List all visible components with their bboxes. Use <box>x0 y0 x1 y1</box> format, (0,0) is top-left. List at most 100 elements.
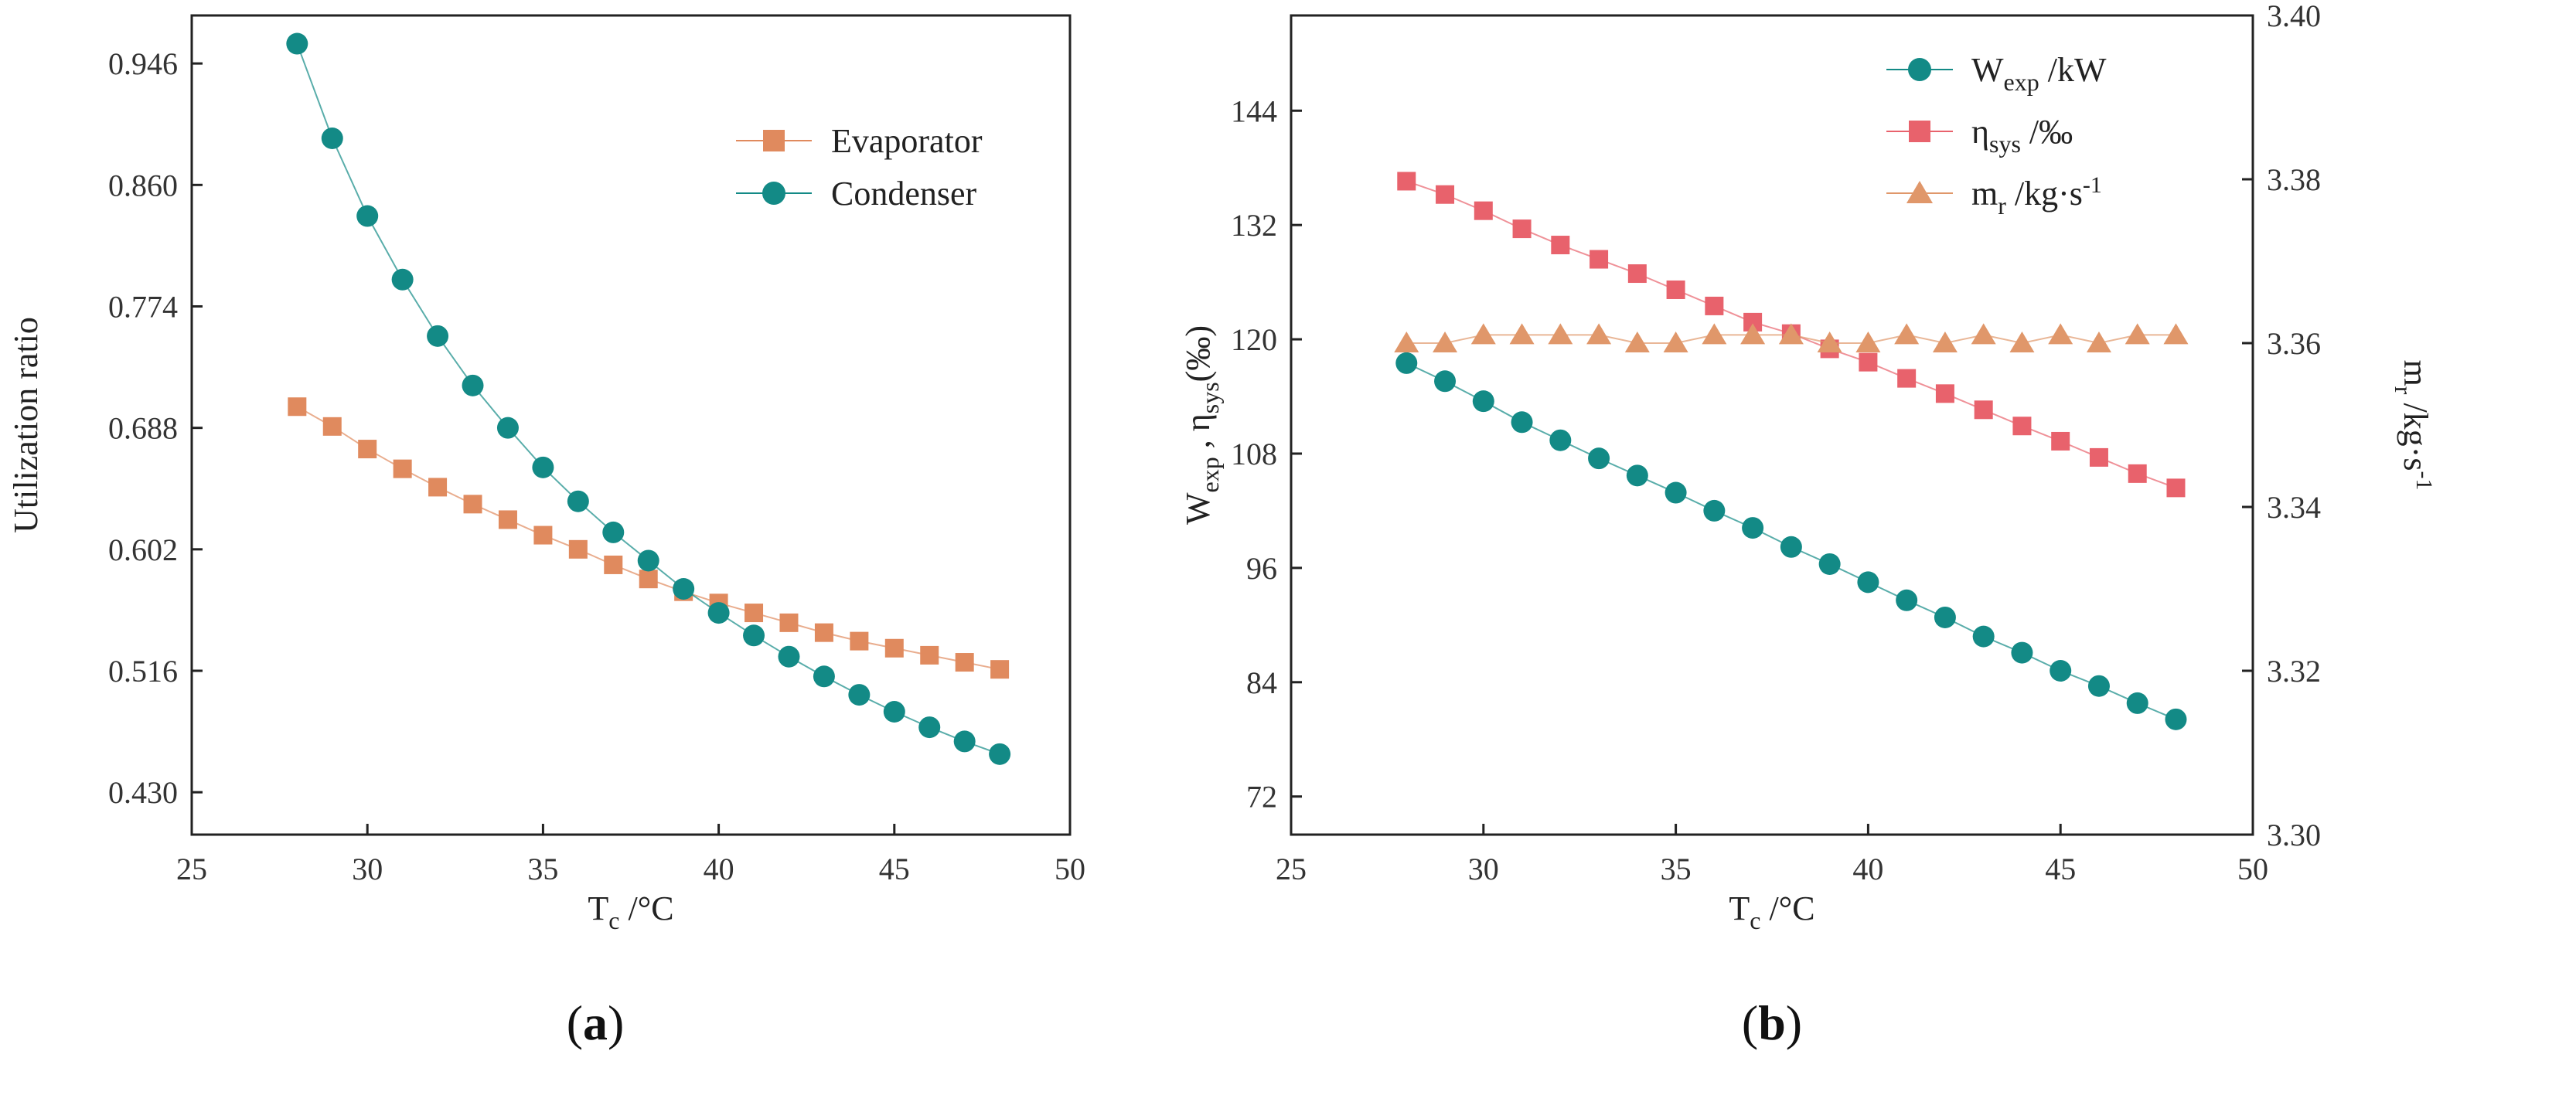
data-point-wexp <box>2126 692 2148 714</box>
legend-mr-label: mr /kg·s-1 <box>1971 172 2102 219</box>
data-point-condenser <box>637 549 659 572</box>
panel-a-plot-frame <box>190 14 1072 836</box>
data-point-evaporator <box>358 440 377 459</box>
y-tick-label: 0.516 <box>108 654 178 689</box>
data-point-evaporator <box>779 613 799 632</box>
data-point-wexp <box>1434 370 1457 393</box>
data-point-evaporator <box>639 570 658 589</box>
data-point-evaporator <box>814 623 833 642</box>
data-point-evaporator <box>884 638 904 658</box>
data-point-wexp <box>1972 625 1995 648</box>
left-y-tick-label: 72 <box>1246 780 1277 815</box>
data-point-evaporator <box>850 631 869 651</box>
legend-evaporator-label: Evaporator <box>831 122 983 160</box>
data-point-condenser <box>462 374 484 396</box>
x-tick-label: 40 <box>704 852 734 886</box>
panel-a-caption: (a) <box>567 995 625 1050</box>
data-point-wexp <box>1472 390 1494 413</box>
data-point-mr <box>1624 332 1650 352</box>
data-point-mr <box>2048 323 2073 345</box>
left-y-tick-label: 120 <box>1231 322 1277 357</box>
data-point-condenser <box>427 325 449 347</box>
data-point-condenser <box>989 743 1011 765</box>
data-point-condenser <box>496 417 519 439</box>
data-point-mr <box>1778 323 1804 345</box>
legend-evaporator-marker <box>763 130 785 151</box>
data-point-wexp <box>1896 589 1918 611</box>
data-point-wexp <box>1742 517 1764 539</box>
y-tick-label: 0.946 <box>108 46 178 81</box>
data-point-condenser <box>883 701 905 723</box>
panel-a-y-ticks: 0.430 0.516 0.602 0.688 0.774 0.860 0.946 <box>108 46 203 810</box>
panel-b-legend: Wexp /kW ηsys /‰ mr /kg·s-1 <box>1886 51 2107 219</box>
data-point-condenser <box>707 602 730 624</box>
data-point-wexp <box>2050 660 2072 682</box>
data-point-eta <box>2089 447 2108 467</box>
data-point-mr <box>1932 332 1958 352</box>
data-point-mr <box>1509 323 1535 345</box>
data-point-mr <box>1702 323 1727 345</box>
panel-b-x-ticks: 25 30 35 40 45 50 <box>1276 824 2268 886</box>
right-y-tick-label: 3.40 <box>2267 0 2321 33</box>
data-point-mr <box>2125 323 2150 345</box>
panel-b-left-y-axis-title: Wexp , ηsys(‰) <box>1179 325 1224 525</box>
data-point-condenser <box>778 645 800 668</box>
right-y-tick-label: 3.32 <box>2267 654 2321 689</box>
right-y-tick-label: 3.34 <box>2267 490 2321 525</box>
data-point-wexp <box>1934 606 1956 628</box>
data-point-condenser <box>356 205 379 227</box>
data-point-evaporator <box>990 660 1010 679</box>
right-y-tick-label: 3.30 <box>2267 818 2321 852</box>
panel-a-y-axis-title: Utilization ratio <box>7 317 45 533</box>
data-point-mr <box>1394 332 1419 352</box>
data-point-condenser <box>567 490 589 512</box>
data-point-wexp <box>1665 481 1687 504</box>
data-point-eta <box>1590 250 1609 269</box>
x-tick-label: 25 <box>176 852 207 886</box>
data-point-eta <box>1666 280 1685 299</box>
panel-b-left-y-ticks: 72 84 96 108 120 132 144 <box>1231 94 1302 815</box>
data-point-mr <box>1740 323 1766 345</box>
panel-b-caption: (b) <box>1742 995 1802 1050</box>
data-point-mr <box>2009 332 2035 352</box>
data-point-eta <box>1974 400 1993 420</box>
x-tick-label: 45 <box>2045 852 2076 886</box>
data-point-condenser <box>918 716 941 739</box>
x-tick-label: 45 <box>879 852 910 886</box>
y-tick-label: 0.430 <box>108 775 178 810</box>
panel-b-series <box>1394 172 2189 730</box>
data-point-condenser <box>953 730 976 753</box>
data-point-wexp <box>1857 571 1879 594</box>
data-point-evaporator <box>955 653 974 672</box>
data-point-wexp <box>1588 447 1610 470</box>
legend-eta-label: ηsys /‰ <box>1971 113 2073 158</box>
data-point-mr <box>1548 323 1573 345</box>
right-y-tick-label: 3.36 <box>2267 326 2321 361</box>
data-point-evaporator <box>568 539 588 559</box>
legend-condenser-label: Condenser <box>831 175 977 213</box>
data-point-wexp <box>1549 429 1572 451</box>
data-point-mr <box>1586 323 1612 345</box>
data-point-eta <box>1436 185 1455 204</box>
x-tick-label: 35 <box>527 852 558 886</box>
legend-eta-marker <box>1909 121 1930 142</box>
data-point-mr <box>1894 323 1920 345</box>
left-y-tick-label: 96 <box>1246 551 1277 586</box>
data-point-eta <box>1705 296 1724 315</box>
data-point-evaporator <box>533 525 553 545</box>
legend-wexp-label: Wexp /kW <box>1971 51 2107 96</box>
data-point-evaporator <box>745 604 764 623</box>
data-point-condenser <box>813 665 835 688</box>
data-point-mr <box>1433 332 1458 352</box>
right-y-tick-label: 3.38 <box>2267 162 2321 197</box>
left-y-tick-label: 132 <box>1231 208 1277 243</box>
x-tick-label: 40 <box>1852 852 1883 886</box>
data-point-eta <box>1397 172 1416 191</box>
data-point-evaporator <box>920 645 939 665</box>
left-y-tick-label: 108 <box>1231 437 1277 471</box>
left-y-tick-label: 144 <box>1231 94 1277 128</box>
panel-a-chart: 25 30 35 40 45 50 0.4300.5160.6020.6880.7740.… <box>7 14 1085 1050</box>
panel-b-right-y-axis-title: mr /kg·s-1 <box>2390 360 2437 491</box>
data-point-wexp <box>1395 352 1418 374</box>
data-point-wexp <box>1780 536 1802 558</box>
